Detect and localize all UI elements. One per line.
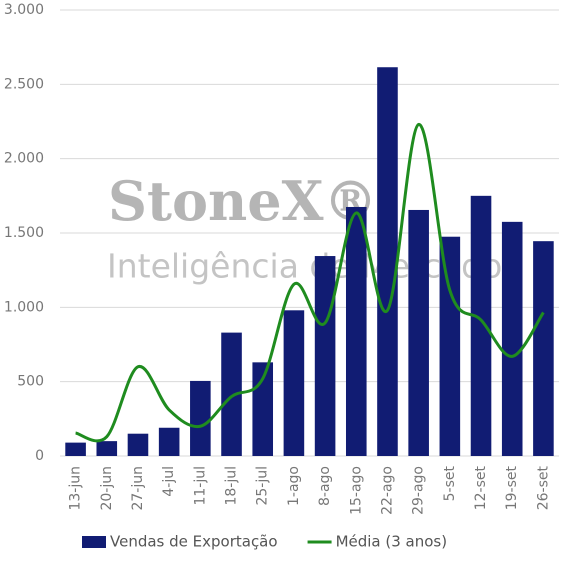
bar [501, 221, 523, 456]
x-tick-label: 22-ago [379, 466, 395, 515]
bar [533, 241, 554, 456]
x-tick-label: 19-set [504, 465, 520, 510]
bar [96, 441, 118, 456]
x-tick-label: 4-jul [161, 466, 177, 497]
bar [127, 433, 149, 456]
y-tick-label: 2.500 [4, 76, 44, 92]
bar [190, 380, 211, 456]
legend-label: Vendas de Exportação [110, 533, 278, 551]
x-tick-label: 13-jun [68, 466, 84, 511]
x-tick-label: 1-ago [286, 466, 302, 506]
x-tick-label: 18-jul [224, 466, 240, 506]
bar [470, 195, 492, 457]
bar [158, 427, 180, 456]
x-tick-label: 5-set [442, 465, 458, 501]
x-tick-label: 29-ago [411, 466, 427, 515]
bar [345, 206, 367, 456]
x-tick-label: 12-set [473, 465, 489, 510]
x-tick-label: 26-set [535, 465, 551, 510]
x-tick-label: 20-jun [99, 466, 115, 511]
legend-swatch [82, 536, 106, 548]
watermark-tagline: Inteligência de Mercado [107, 247, 502, 286]
y-tick-label: 1.000 [4, 299, 44, 315]
y-tick-label: 3.000 [4, 2, 44, 18]
bar [221, 332, 242, 456]
bar [283, 310, 305, 456]
bar [439, 236, 461, 456]
line [75, 122, 545, 443]
bar [377, 67, 398, 456]
x-tick-label: 15-ago [348, 466, 364, 515]
bar [65, 442, 86, 456]
bar [314, 256, 336, 456]
y-tick-label: 2.000 [4, 151, 44, 167]
y-tick-label: 0 [35, 448, 44, 464]
x-tick-label: 8-ago [317, 466, 333, 506]
x-tick-label: 25-jul [255, 466, 271, 506]
bar [408, 209, 429, 456]
x-tick-label: 27-jun [130, 466, 146, 511]
legend-label: Média (3 anos) [336, 533, 448, 551]
y-tick-label: 500 [17, 374, 44, 390]
y-tick-label: 1.500 [4, 225, 44, 241]
x-tick-label: 11-jul [192, 466, 208, 506]
watermark-brand: StoneX® [108, 169, 377, 233]
